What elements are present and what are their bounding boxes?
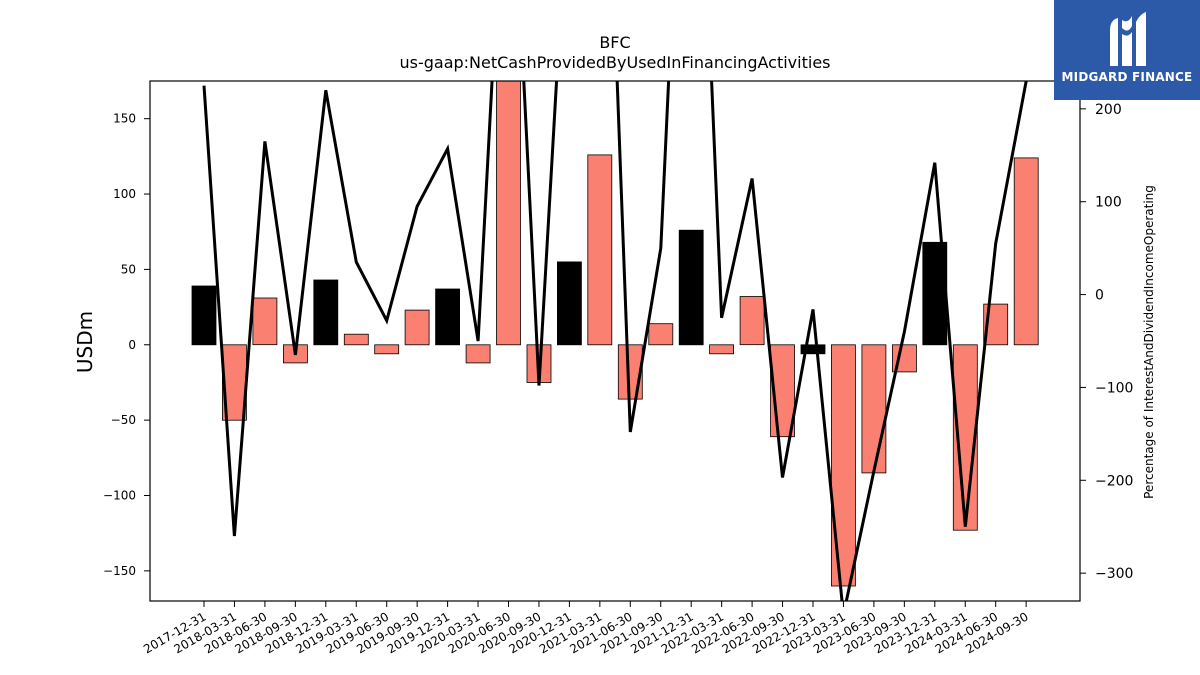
bar-2019-03-31 — [343, 333, 369, 346]
bar-2020-12-31 — [557, 261, 582, 346]
bar-2023-06-30 — [861, 344, 887, 474]
y-tick-label: 50 — [121, 262, 136, 276]
bar-2019-12-31 — [435, 288, 461, 346]
y2-tick-label: −300 — [1095, 566, 1133, 582]
bar-2020-06-30 — [496, 81, 521, 346]
bar-2020-03-31 — [465, 344, 491, 364]
plot-area — [191, 81, 1039, 601]
y2-tick-label: 200 — [1095, 102, 1122, 118]
bar-2017-12-31 — [191, 285, 217, 346]
y2-tick-label: −100 — [1095, 380, 1133, 396]
bar-2024-09-30 — [1013, 157, 1039, 346]
bar-2021-09-30 — [648, 323, 674, 346]
y-tick-label: −150 — [103, 564, 136, 578]
y2-tick-label: 0 — [1095, 288, 1104, 304]
line-series — [202, 81, 1028, 601]
y-tick-label: −100 — [103, 488, 136, 502]
bar-2021-12-31 — [678, 229, 704, 346]
bar-2022-03-31 — [709, 344, 734, 355]
chart-subtitle: us-gaap:NetCashProvidedByUsedInFinancing… — [399, 53, 830, 72]
chart-title: BFC — [599, 33, 630, 52]
y-tick-label: −50 — [111, 413, 136, 427]
bar-2021-03-31 — [587, 154, 613, 346]
logo-text: MIDGARD FINANCE — [1061, 70, 1193, 84]
bar-2023-03-31 — [831, 344, 856, 587]
y2-axis-label: Percentage of InterestAndDividendIncomeO… — [1142, 185, 1156, 499]
y-tick-label: 100 — [113, 187, 136, 201]
bar-2022-06-30 — [739, 296, 765, 346]
bar-2022-12-31 — [800, 344, 826, 355]
y-tick-label: 0 — [128, 338, 136, 352]
bar-2019-06-30 — [374, 344, 400, 355]
y2-tick-label: 100 — [1095, 195, 1122, 211]
plot-frame — [149, 80, 1081, 602]
bar-2023-09-30 — [892, 344, 917, 373]
bar-2021-06-30 — [617, 344, 643, 400]
midgard-logo-icon — [1110, 12, 1146, 66]
y2-tick-label: −200 — [1095, 473, 1133, 489]
bar-2018-06-30 — [252, 297, 278, 346]
bar-2018-12-31 — [313, 279, 339, 346]
midgard-finance-logo: MIDGARD FINANCE — [1054, 0, 1200, 100]
y-tick-label: 150 — [113, 112, 136, 126]
bar-2019-09-30 — [404, 309, 430, 346]
y-axis-label: USDm — [73, 311, 97, 373]
